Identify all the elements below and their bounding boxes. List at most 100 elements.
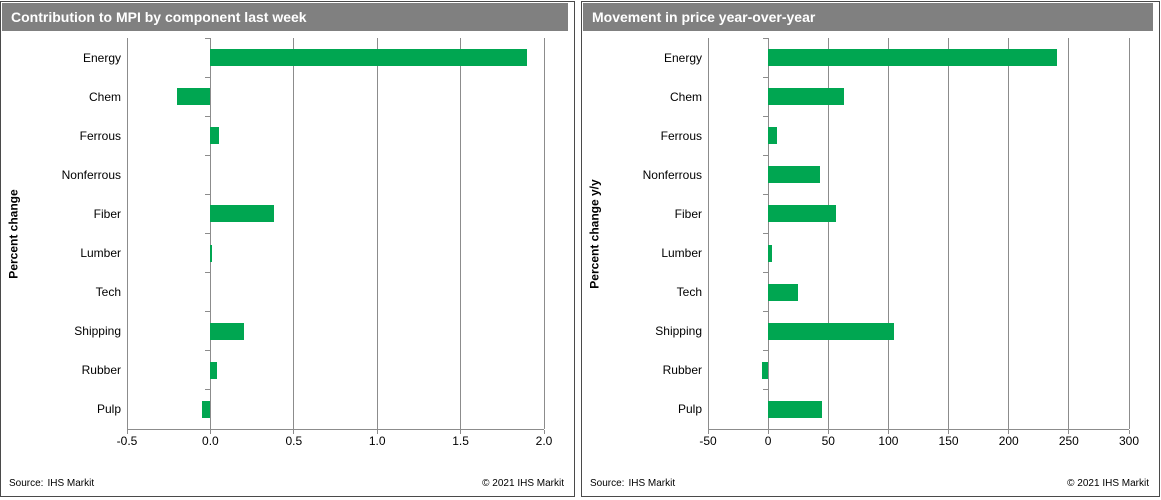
category-label: Ferrous (79, 128, 121, 143)
source-label: Source: (9, 478, 44, 489)
chart-title: Contribution to MPI by component last we… (11, 9, 307, 25)
bar-fiber (210, 205, 274, 223)
source-label: Source: (590, 478, 625, 489)
category-axis-tick (763, 389, 769, 391)
gridline (948, 38, 950, 429)
gridline (376, 38, 378, 429)
axis-tick (887, 430, 889, 434)
bar-ferrous (768, 127, 777, 145)
gridline (1128, 38, 1130, 429)
bar-tech (768, 283, 799, 301)
category-axis-tick (763, 428, 769, 430)
axis-tick (827, 430, 829, 434)
category-label: Ferrous (660, 128, 702, 143)
source-text: Source: IHS Markit (9, 478, 98, 489)
x-tick-label: 100 (878, 434, 899, 448)
category-axis: Energy Chem Ferrous Nonferrous Fiber Lumber Te… (606, 38, 702, 429)
x-tick-label: 200 (998, 434, 1019, 448)
x-tick-label: 1.5 (452, 434, 469, 448)
category-label: Fiber (93, 206, 121, 221)
axis-tick (126, 430, 128, 434)
category-label: Rubber (662, 363, 702, 378)
chart-title-bar: Contribution to MPI by component last we… (2, 3, 568, 31)
gridline (126, 38, 128, 429)
gridline (543, 38, 545, 429)
x-tick-label: 0.5 (285, 434, 303, 448)
category-label: Rubber (81, 363, 121, 378)
gridline (293, 38, 295, 429)
source-text: Source: IHS Markit (590, 478, 679, 489)
gridline (887, 38, 889, 429)
axis-tick (1008, 430, 1010, 434)
bar-shipping (210, 322, 244, 340)
category-label: Tech (676, 285, 702, 300)
x-tick-label: 250 (1058, 434, 1079, 448)
category-axis-tick (763, 76, 769, 78)
chart-panel-left: Contribution to MPI by component last we… (0, 1, 575, 497)
category-label: Pulp (96, 402, 121, 417)
x-tick-label: 0 (764, 434, 772, 448)
x-tick-label: 1.0 (368, 434, 386, 448)
copyright-text: © 2021 IHS Markit (482, 478, 564, 489)
category-axis-tick (763, 37, 769, 39)
gridline (460, 38, 462, 429)
gridline (1008, 38, 1010, 429)
bar-shipping (768, 322, 895, 340)
x-tick-label: -50 (699, 434, 717, 448)
bar-pulp (768, 400, 823, 418)
category-label: Tech (95, 285, 121, 300)
category-axis-tick (763, 154, 769, 156)
category-label: Energy (82, 50, 121, 65)
x-tick-label: -0.5 (116, 434, 138, 448)
category-label: Chem (669, 89, 702, 104)
source-name: IHS Markit (628, 478, 676, 489)
x-axis-ticks: -50 0 50 100 150 200 250 300 (699, 434, 1139, 450)
category-label: Chem (88, 89, 121, 104)
category-label: Nonferrous (61, 167, 121, 182)
category-label: Shipping (74, 324, 121, 339)
bar-chem (768, 88, 844, 106)
axis-tick (707, 430, 709, 434)
x-tick-label: 2.0 (535, 434, 553, 448)
y-axis-label-box: Percent change y/y (584, 38, 606, 429)
gridline (827, 38, 829, 429)
chart-title: Movement in price year-over-year (592, 9, 816, 25)
category-axis-tick (205, 37, 211, 39)
category-axis-tick (205, 428, 211, 430)
axis-tick (948, 430, 950, 434)
x-tick-label: 150 (938, 434, 959, 448)
category-label: Shipping (655, 324, 702, 339)
category-label: Energy (663, 50, 702, 65)
x-tick-label: 50 (821, 434, 835, 448)
axis-tick (376, 430, 378, 434)
y-axis-label-box: Percent change (3, 38, 25, 429)
category-axis-tick (205, 154, 211, 156)
x-axis-ticks: -0.5 0.0 0.5 1.0 1.5 2.0 (117, 434, 553, 450)
gridline (1068, 38, 1070, 429)
axis-tick (1068, 430, 1070, 434)
category-axis-tick (763, 115, 769, 117)
category-axis: Energy Chem Ferrous Nonferrous Fiber Lumber Te… (25, 38, 121, 429)
bar-energy (210, 49, 528, 67)
y-axis-label: Percent change y/y (588, 178, 603, 289)
category-label: Pulp (677, 402, 702, 417)
bar-lumber (768, 244, 772, 262)
category-axis-tick (205, 233, 211, 234)
bar-ferrous (210, 127, 219, 145)
source-name: IHS Markit (47, 478, 95, 489)
axis-tick (767, 430, 769, 434)
category-axis-tick (205, 350, 211, 352)
axis-tick (460, 430, 462, 434)
category-axis-tick (205, 115, 211, 117)
gridline (209, 38, 211, 429)
category-axis-tick (205, 311, 211, 313)
bar-pulp (202, 400, 211, 418)
x-tick-label: 0.0 (202, 434, 219, 448)
y-axis-label: Percent change (7, 188, 21, 279)
category-axis-tick (763, 193, 769, 195)
gridline (707, 38, 709, 429)
bar-fiber (768, 205, 836, 223)
category-label: Nonferrous (642, 167, 702, 182)
copyright-text: © 2021 IHS Markit (1067, 478, 1149, 489)
category-axis-tick (763, 350, 769, 352)
